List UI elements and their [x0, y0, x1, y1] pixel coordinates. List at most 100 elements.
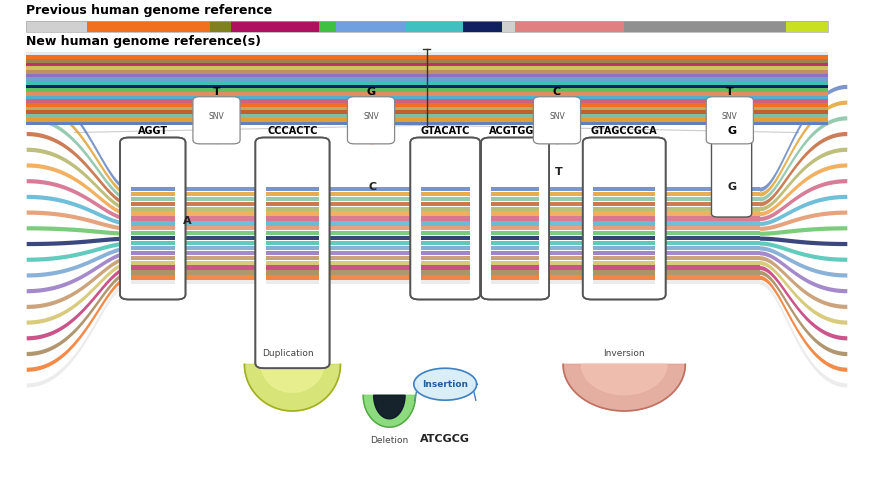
Bar — [26, 52, 828, 55]
Bar — [26, 96, 828, 100]
Bar — [491, 251, 539, 255]
Bar — [266, 275, 320, 279]
Bar — [594, 280, 655, 284]
Bar — [421, 212, 470, 216]
Bar — [266, 187, 320, 191]
Text: ACGTGGC: ACGTGGC — [489, 127, 541, 136]
Bar — [26, 88, 828, 92]
Bar — [131, 197, 175, 201]
Bar — [266, 246, 320, 250]
Bar — [336, 21, 406, 32]
Bar — [594, 192, 655, 196]
Bar — [502, 21, 515, 32]
Bar — [131, 217, 175, 220]
Bar — [266, 251, 320, 255]
Bar — [131, 241, 175, 245]
Bar — [491, 207, 539, 211]
Bar — [26, 114, 828, 118]
Bar — [131, 192, 175, 196]
Bar — [594, 236, 655, 240]
Bar — [421, 261, 470, 265]
Bar — [624, 21, 786, 32]
Bar — [266, 226, 320, 230]
Bar — [26, 59, 828, 63]
Bar — [594, 251, 655, 255]
Bar — [421, 241, 470, 245]
Bar — [594, 241, 655, 245]
Bar — [266, 217, 320, 220]
Polygon shape — [563, 364, 685, 411]
Bar — [491, 212, 539, 216]
Bar — [491, 202, 539, 206]
Bar — [26, 118, 828, 122]
Text: C: C — [368, 182, 377, 191]
Bar — [26, 110, 828, 114]
Bar — [26, 81, 828, 85]
Bar — [266, 266, 320, 270]
Text: New human genome reference(s): New human genome reference(s) — [26, 35, 261, 48]
Bar — [266, 197, 320, 201]
Text: Insertion: Insertion — [423, 380, 468, 389]
FancyBboxPatch shape — [481, 137, 549, 300]
Bar — [26, 63, 828, 66]
Bar — [491, 187, 539, 191]
Bar — [131, 231, 175, 235]
Text: Inversion: Inversion — [603, 350, 645, 358]
Bar — [26, 78, 828, 81]
Bar — [131, 226, 175, 230]
Bar — [491, 231, 539, 235]
Bar — [266, 241, 320, 245]
Bar — [491, 271, 539, 274]
Bar — [421, 266, 470, 270]
Bar — [266, 202, 320, 206]
Polygon shape — [374, 395, 405, 419]
Text: Previous human genome reference: Previous human genome reference — [26, 4, 272, 17]
Bar — [131, 202, 175, 206]
Bar — [131, 251, 175, 255]
Bar — [594, 231, 655, 235]
Text: ATCGCG: ATCGCG — [420, 435, 471, 444]
Bar — [421, 251, 470, 255]
Bar — [26, 122, 828, 125]
Text: GTACATC: GTACATC — [421, 127, 470, 136]
Bar — [594, 271, 655, 274]
Bar — [421, 226, 470, 230]
FancyBboxPatch shape — [711, 139, 752, 217]
Bar — [594, 261, 655, 265]
FancyBboxPatch shape — [533, 97, 581, 144]
Bar — [421, 231, 470, 235]
Text: T: T — [555, 167, 562, 177]
Bar — [131, 256, 175, 260]
FancyBboxPatch shape — [706, 97, 753, 144]
Bar — [421, 236, 470, 240]
Bar — [131, 266, 175, 270]
Bar — [26, 107, 828, 110]
Text: SNV: SNV — [363, 112, 379, 121]
Bar — [594, 221, 655, 225]
Bar — [515, 21, 624, 32]
Bar — [131, 271, 175, 274]
FancyBboxPatch shape — [193, 97, 240, 144]
Bar — [491, 275, 539, 279]
Text: C: C — [553, 87, 561, 97]
Text: SNV: SNV — [549, 112, 565, 121]
Bar — [594, 275, 655, 279]
Bar — [463, 21, 502, 32]
Polygon shape — [244, 364, 340, 411]
Bar — [421, 192, 470, 196]
Text: AGGT: AGGT — [138, 127, 168, 136]
Bar — [491, 241, 539, 245]
Bar — [26, 21, 87, 32]
Bar — [266, 280, 320, 284]
Bar — [421, 280, 470, 284]
Bar — [594, 217, 655, 220]
Bar — [594, 197, 655, 201]
Bar — [421, 207, 470, 211]
Bar — [210, 21, 231, 32]
Bar — [26, 103, 828, 107]
Bar — [266, 212, 320, 216]
Bar — [231, 21, 319, 32]
Bar — [491, 221, 539, 225]
FancyBboxPatch shape — [583, 137, 665, 300]
Bar — [266, 192, 320, 196]
